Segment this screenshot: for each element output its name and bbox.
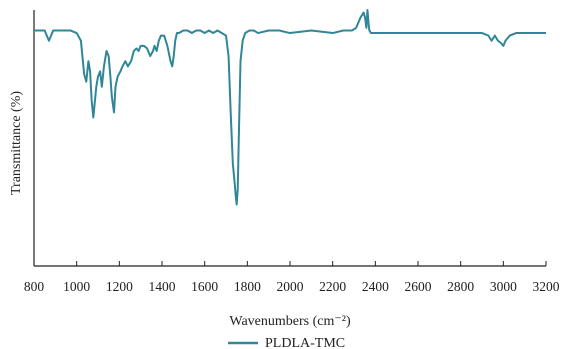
- x-tick-label: 1800: [234, 279, 261, 294]
- x-tick-label: 3000: [490, 279, 517, 294]
- x-tick-label: 1600: [191, 279, 218, 294]
- x-tick-label: 2800: [447, 279, 474, 294]
- x-tick-label: 3200: [533, 279, 560, 294]
- legend: PLDLA-TMC: [228, 336, 345, 349]
- plot-area: [34, 9, 546, 206]
- x-tick-label: 800: [24, 279, 45, 294]
- x-tick-label: 2600: [405, 279, 432, 294]
- x-tick-label: 2200: [319, 279, 346, 294]
- legend-label-pldla-tmc: PLDLA-TMC: [265, 336, 345, 349]
- x-tick-label: 1000: [63, 279, 90, 294]
- x-axis-title: Wavenumbers (cm⁻²): [229, 314, 351, 329]
- series-line-pldla-tmc: [34, 9, 546, 206]
- chart-axes: [33, 10, 546, 267]
- y-axis-title: Transmittance (%): [9, 91, 24, 195]
- x-axis-ticks: 800 1000 1200 1400 1600 1800 2000 2200 2400 2600 2…: [24, 261, 560, 294]
- x-tick-label: 1400: [149, 279, 176, 294]
- x-tick-label: 1200: [106, 279, 133, 294]
- x-tick-label: 2400: [362, 279, 389, 294]
- x-tick-label: 2000: [277, 279, 304, 294]
